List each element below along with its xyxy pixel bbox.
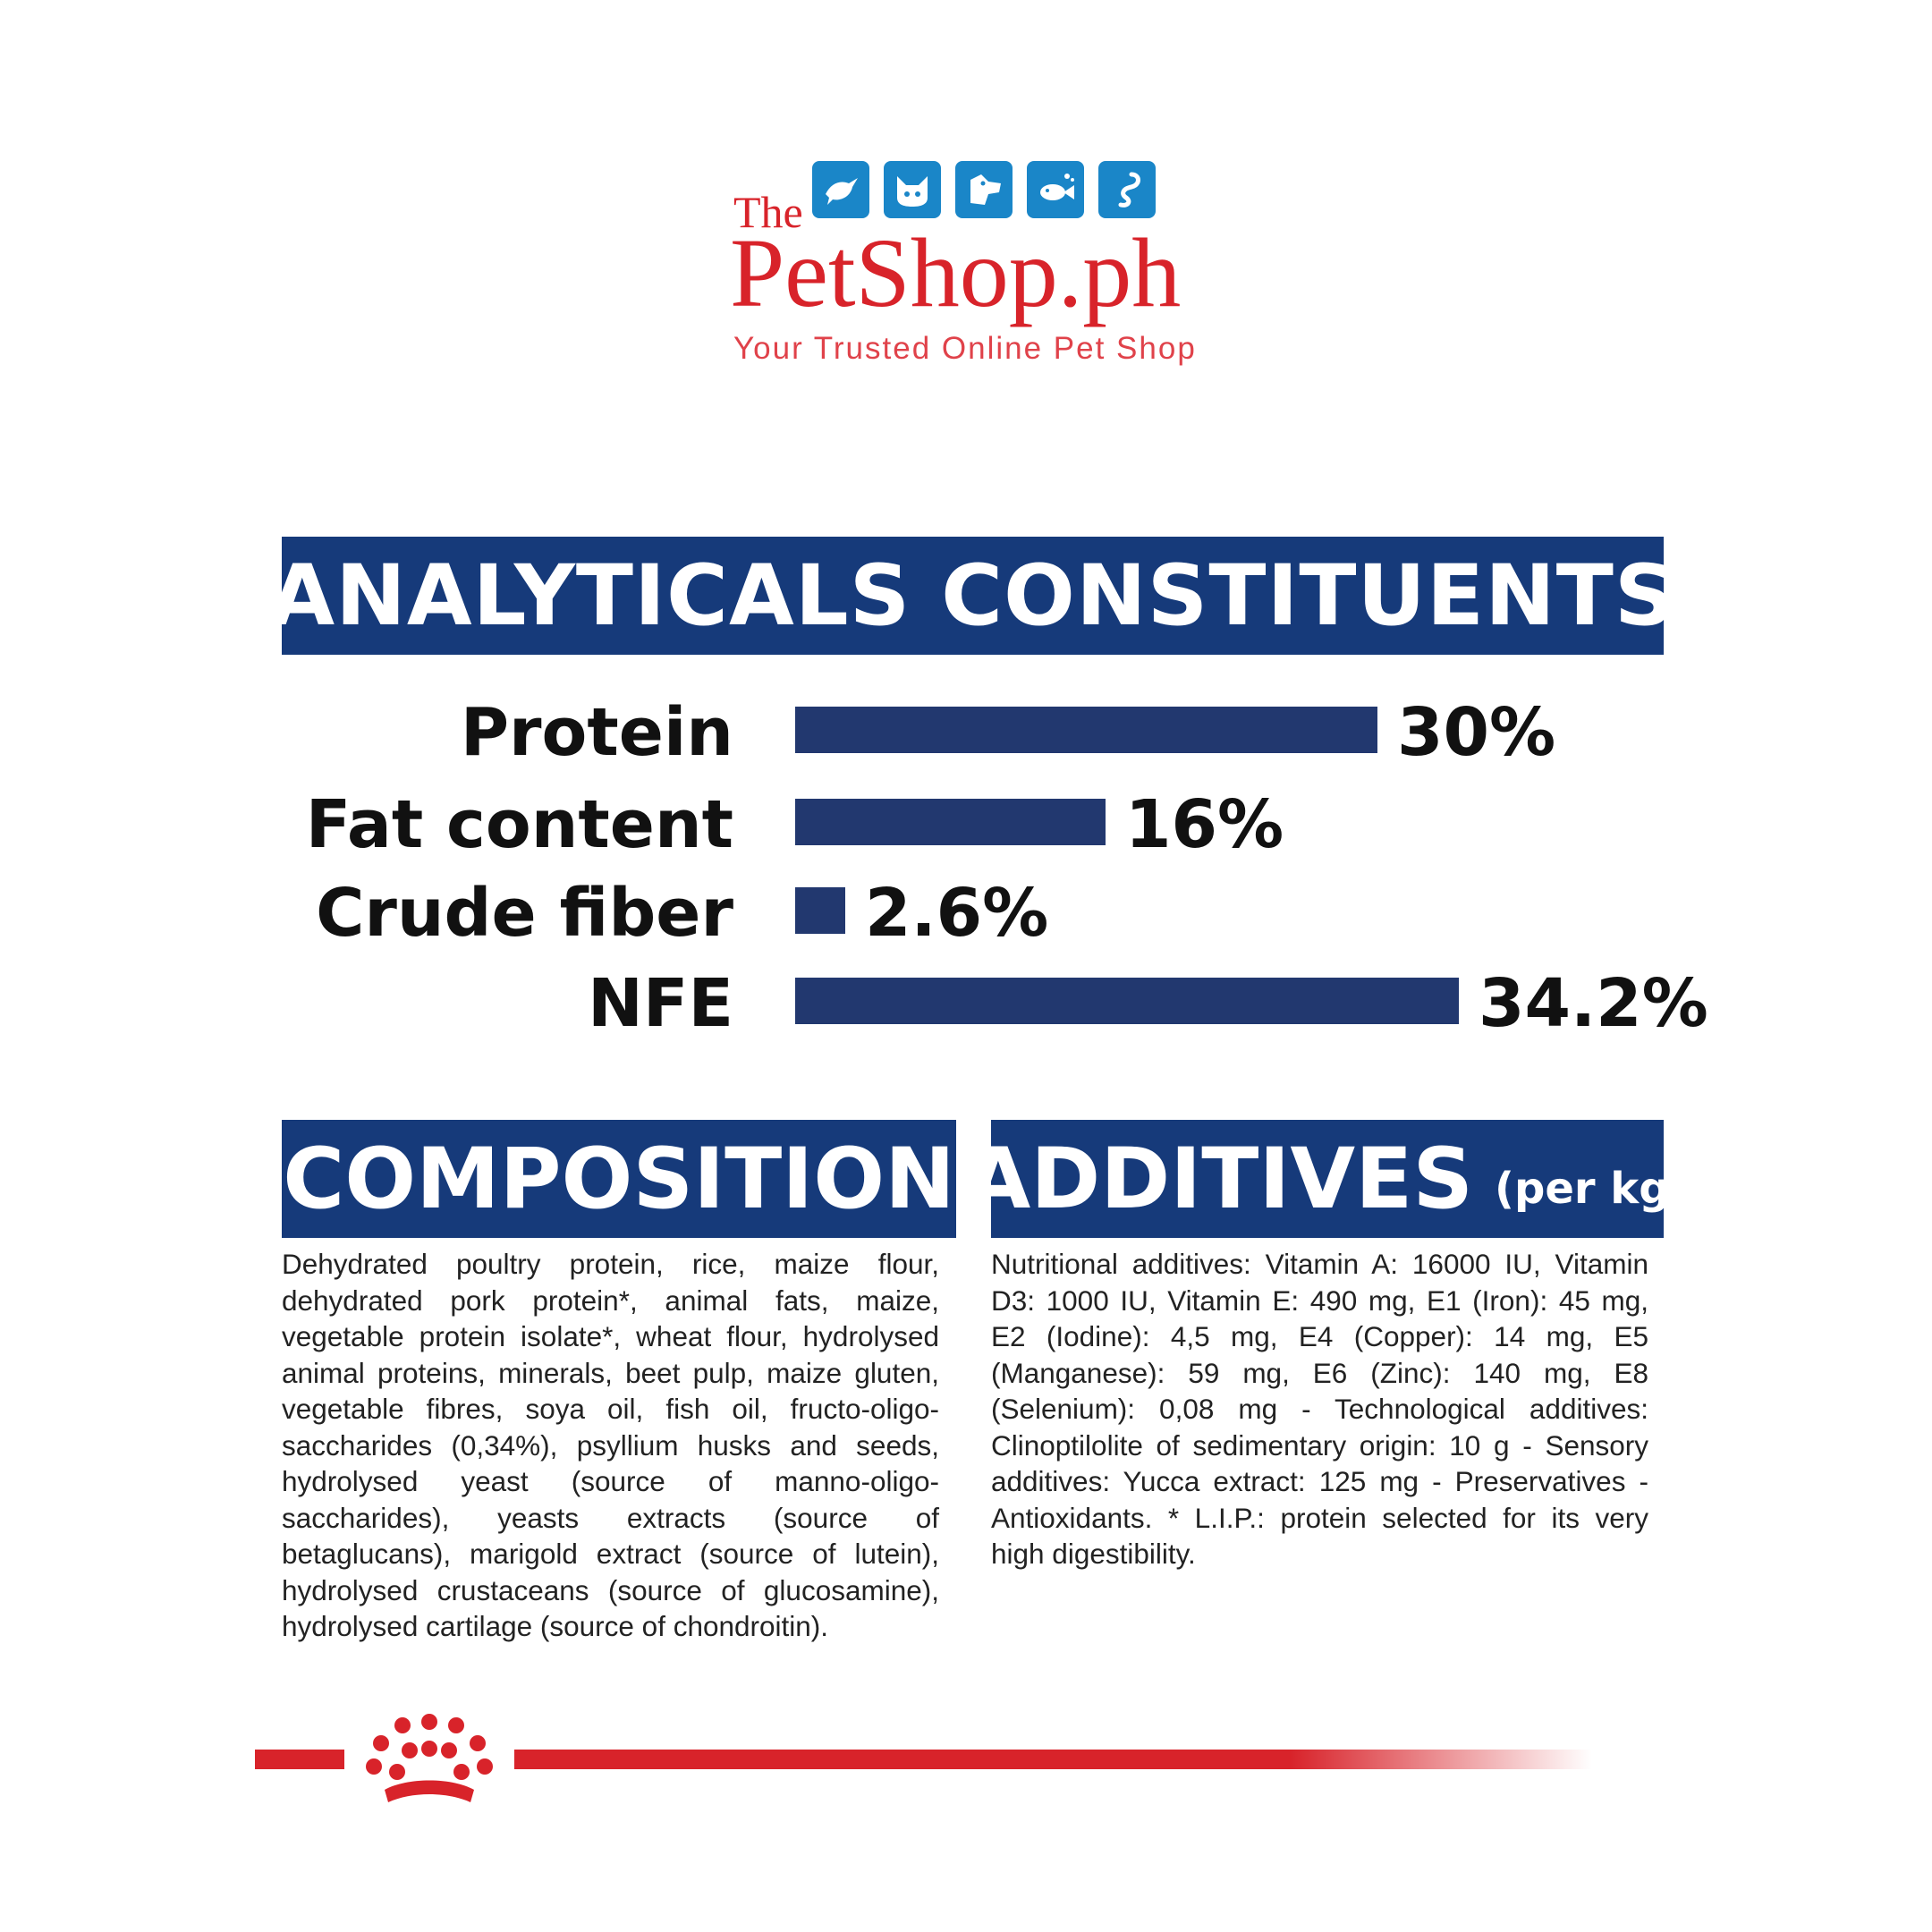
constituent-bar: [795, 707, 1377, 753]
constituent-label: Crude fiber: [316, 875, 733, 952]
petshop-logo: The PetShop.ph Your Trusted Online Pet S…: [730, 161, 1234, 367]
royal-canin-crown-icon: [366, 1714, 493, 1802]
footer-rule-left: [255, 1750, 344, 1769]
analytics-banner: ANALYTICALS CONSTITUENTS: [269, 537, 1675, 655]
constituent-bar: [795, 887, 845, 934]
logo-name: PetShop.ph: [730, 218, 1182, 327]
composition-text: Dehydrated poultry protein, rice, maize …: [282, 1248, 939, 1642]
cat-icon: [884, 161, 941, 218]
logo-icon-row: [812, 161, 1156, 218]
snake-icon: [1098, 161, 1156, 218]
footer-rule-right: [514, 1750, 1592, 1769]
logo-the-text: The: [733, 187, 803, 237]
constituent-value: 30%: [1397, 694, 1556, 771]
logo-tagline: Your Trusted Online Pet Shop: [733, 331, 1197, 366]
composition-title: COMPOSITION: [283, 1130, 955, 1228]
composition-banner: COMPOSITION: [282, 1120, 956, 1238]
additives-text: Nutritional additives: Vitamin A: 16000 …: [991, 1248, 1648, 1570]
additives-banner: ADDITIVES (per kg): [966, 1120, 1690, 1238]
analytics-title: ANALYTICALS CONSTITUENTS: [269, 547, 1676, 645]
dog-icon: [955, 161, 1013, 218]
constituent-value: 2.6%: [865, 875, 1049, 952]
constituent-label: Fat content: [305, 786, 733, 863]
bird-icon: [812, 161, 869, 218]
constituent-value: 34.2%: [1479, 965, 1708, 1042]
constituent-bar: [795, 799, 1106, 845]
constituent-value: 16%: [1125, 786, 1284, 863]
constituent-bar: [795, 978, 1459, 1024]
constituent-label: NFE: [587, 965, 733, 1042]
additives-title: ADDITIVES: [965, 1130, 1474, 1228]
additives-title-suffix: (per kg): [1495, 1164, 1690, 1214]
fish-icon: [1027, 161, 1084, 218]
constituent-label: Protein: [460, 694, 733, 771]
